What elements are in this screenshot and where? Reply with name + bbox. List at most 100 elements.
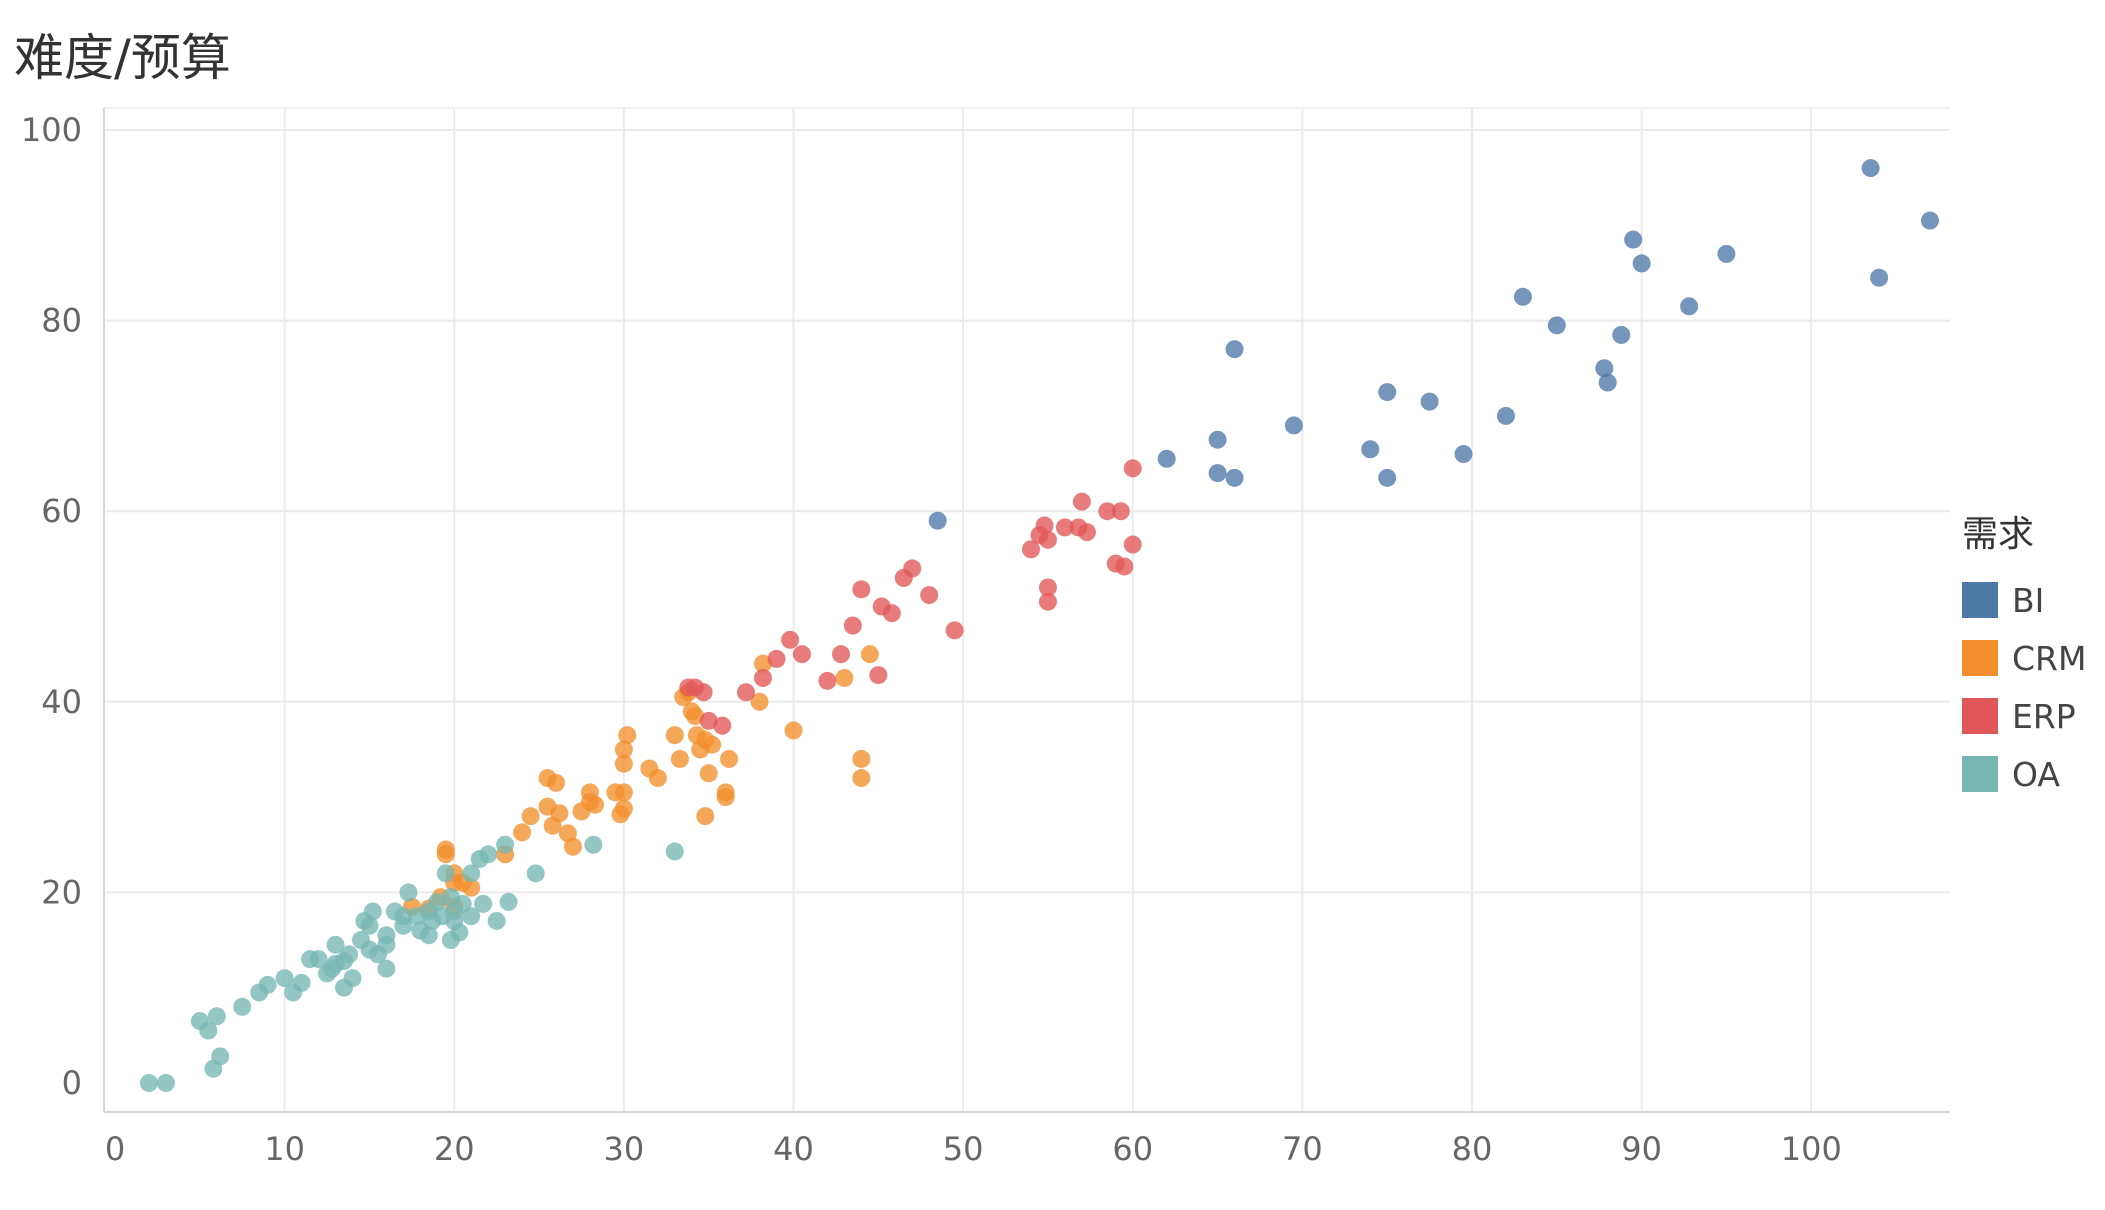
- y-tick-label: 80: [41, 302, 82, 340]
- series-erp: [679, 459, 1142, 735]
- data-point: [835, 668, 854, 687]
- x-tick-label: 60: [1112, 1130, 1153, 1168]
- data-point: [1111, 502, 1130, 521]
- legend-swatch: [1962, 698, 1998, 734]
- series-oa: [139, 835, 684, 1092]
- legend-swatch: [1962, 640, 1998, 676]
- data-point: [665, 842, 684, 861]
- data-point: [1123, 535, 1142, 554]
- data-point: [882, 604, 901, 623]
- data-point: [618, 726, 637, 745]
- data-point: [547, 773, 566, 792]
- data-point: [737, 683, 756, 702]
- data-point: [1717, 244, 1736, 263]
- data-point: [784, 721, 803, 740]
- data-point: [462, 864, 481, 883]
- data-point: [1378, 383, 1397, 402]
- data-point: [852, 580, 871, 599]
- data-point: [694, 683, 713, 702]
- data-point: [450, 923, 469, 942]
- data-point: [1496, 406, 1515, 425]
- data-point: [399, 883, 418, 902]
- data-point: [156, 1074, 175, 1092]
- data-point: [1624, 230, 1643, 249]
- data-point: [648, 769, 667, 788]
- y-tick-label: 0: [62, 1064, 82, 1102]
- data-point: [199, 1021, 218, 1040]
- data-point: [750, 692, 769, 711]
- y-tick-label: 60: [41, 492, 82, 530]
- data-point: [233, 997, 252, 1016]
- data-point: [852, 769, 871, 788]
- data-point: [614, 799, 633, 818]
- legend-label: OA: [2012, 754, 2060, 794]
- data-point: [377, 935, 396, 954]
- legend-item-bi: BI: [1962, 571, 2086, 629]
- data-point: [1632, 254, 1651, 273]
- data-point: [753, 668, 772, 687]
- data-point: [792, 645, 811, 664]
- x-tick-label: 90: [1621, 1130, 1662, 1168]
- data-point: [1513, 287, 1532, 306]
- legend-label: BI: [2012, 580, 2045, 620]
- data-point: [852, 749, 871, 768]
- data-point: [1361, 440, 1380, 459]
- data-point: [340, 945, 359, 964]
- grid-lines: [104, 107, 1950, 1112]
- data-point: [1208, 430, 1227, 449]
- legend-label: CRM: [2012, 638, 2087, 678]
- data-point: [818, 671, 837, 690]
- data-point: [377, 959, 396, 978]
- data-point: [1598, 373, 1617, 392]
- data-point: [360, 916, 379, 935]
- data-point: [920, 586, 939, 605]
- x-tick-label: 30: [604, 1130, 645, 1168]
- data-point: [945, 621, 964, 640]
- data-point: [686, 707, 705, 726]
- data-point: [462, 907, 481, 926]
- data-point: [1612, 325, 1631, 344]
- data-point: [781, 630, 800, 649]
- x-tick-label: 10: [264, 1130, 305, 1168]
- data-point: [1038, 530, 1057, 549]
- y-tick-label: 100: [21, 111, 82, 149]
- data-point: [499, 892, 518, 911]
- x-tick-label: 0: [105, 1130, 125, 1168]
- data-point: [563, 837, 582, 856]
- data-point: [1077, 523, 1096, 542]
- legend: 需求 BI CRM ERP OA: [1962, 505, 2086, 803]
- data-point: [526, 864, 545, 883]
- data-point: [1055, 518, 1074, 537]
- data-point: [1208, 464, 1227, 483]
- x-tick-label: 100: [1781, 1130, 1842, 1168]
- axes: [103, 108, 1950, 1113]
- data-point: [713, 716, 732, 735]
- data-point: [363, 902, 382, 921]
- data-point: [1420, 392, 1439, 411]
- data-point: [1225, 340, 1244, 359]
- data-point: [550, 804, 569, 823]
- data-point: [1021, 540, 1040, 559]
- data-point: [513, 823, 532, 842]
- x-tick-label: 50: [943, 1130, 984, 1168]
- data-point: [487, 911, 506, 930]
- data-point: [903, 559, 922, 578]
- data-point: [436, 840, 455, 859]
- data-point: [614, 783, 633, 802]
- y-tick-label: 20: [41, 873, 82, 911]
- data-point: [1921, 211, 1939, 230]
- data-point: [1378, 468, 1397, 487]
- data-point: [703, 735, 722, 754]
- data-point: [720, 749, 739, 768]
- legend-item-erp: ERP: [1962, 687, 2086, 745]
- data-point: [1680, 297, 1699, 316]
- data-point: [1038, 578, 1057, 597]
- data-point: [1547, 316, 1566, 335]
- chart-title: 难度/预算: [14, 29, 231, 87]
- data-point: [1861, 159, 1880, 178]
- legend-item-oa: OA: [1962, 745, 2086, 803]
- data-point: [699, 711, 718, 730]
- data-point: [699, 764, 718, 783]
- x-tick-label: 70: [1282, 1130, 1323, 1168]
- data-point: [474, 894, 493, 913]
